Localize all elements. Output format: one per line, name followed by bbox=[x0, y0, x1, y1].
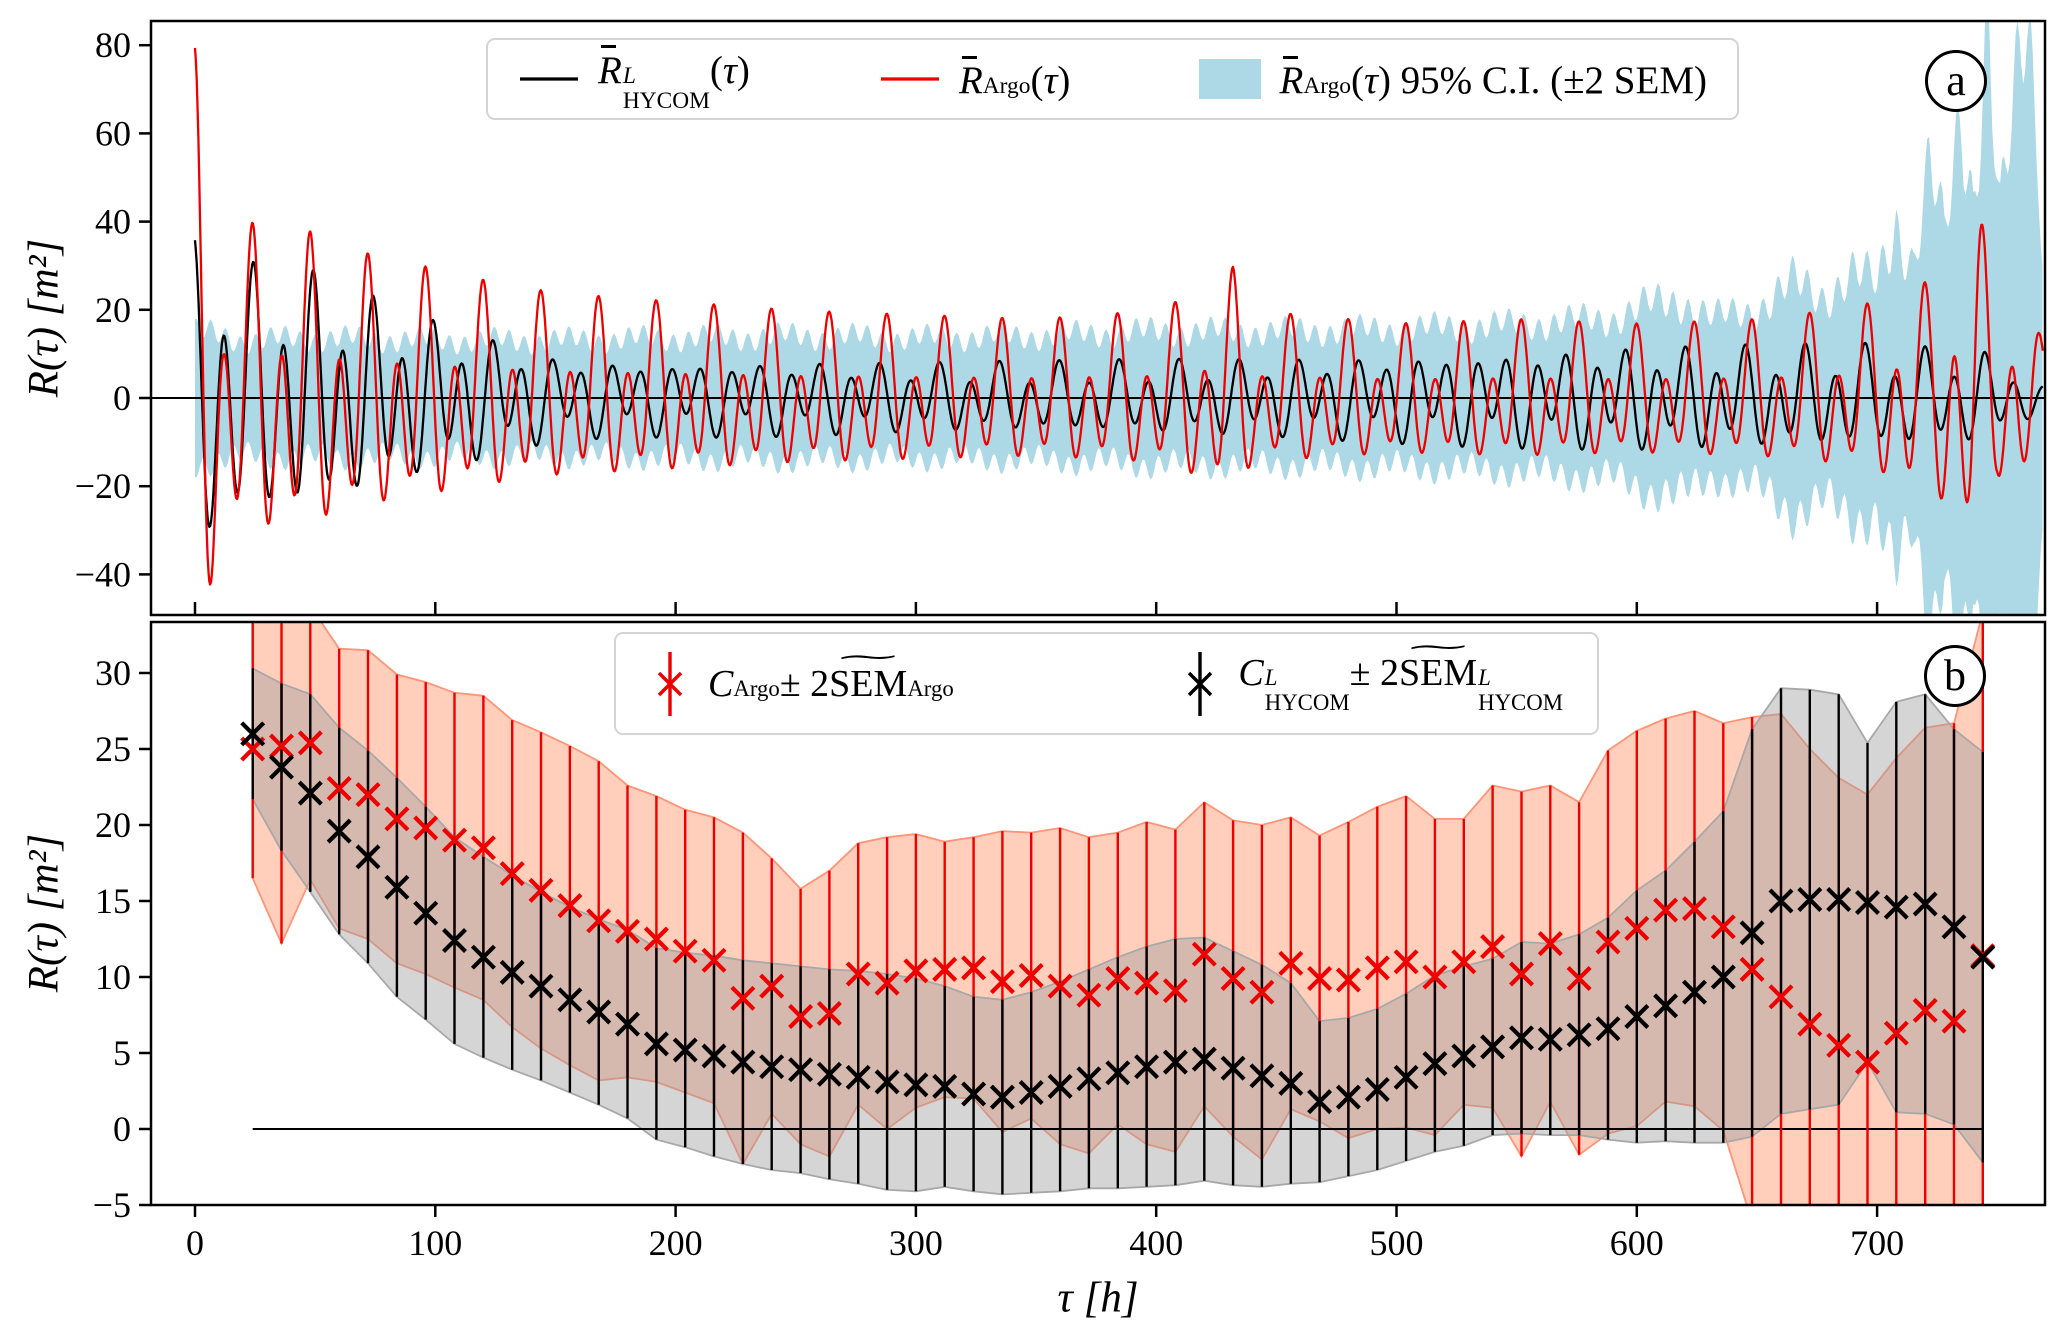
panel-a-argo-line bbox=[193, 47, 2044, 586]
panel-a-legend-item-1: R L HYCOM(τ) bbox=[518, 44, 750, 114]
panel-b-argo-markers bbox=[240, 730, 1996, 1075]
panel-a-ytick-label-80: 80 bbox=[95, 25, 131, 65]
legend-line-swatch bbox=[880, 77, 939, 81]
panel-b-xtick-label-200: 200 bbox=[649, 1223, 703, 1263]
panel-b-ytick-label-25: 25 bbox=[95, 729, 131, 769]
panel-b-xtick-label-0: 0 bbox=[186, 1223, 204, 1263]
panel-b-hycom-markers bbox=[240, 721, 1996, 1115]
panel-a-legend-item-3: R Argo(τ) 95% C.I. (±2 SEM) bbox=[1199, 55, 1707, 104]
legend-line-swatch bbox=[520, 77, 578, 81]
panel-b-plot-area bbox=[240, 622, 1996, 1205]
panel-b-tag: b bbox=[1924, 645, 1986, 707]
panel-b-ytick-label-5: 5 bbox=[113, 1033, 131, 1073]
panel-b-ytick-label-30: 30 bbox=[95, 653, 131, 693]
panel-a-plot-area bbox=[151, 21, 2045, 615]
panel-b-ytick-label-10: 10 bbox=[95, 957, 131, 997]
panel-b-xtick-label-500: 500 bbox=[1370, 1223, 1424, 1263]
panel-a-ytick-label-40: 40 bbox=[95, 202, 131, 242]
panel-a-ytick-label-20: 20 bbox=[95, 290, 131, 330]
panel-a-tag: a bbox=[1925, 50, 1987, 112]
legend-patch-swatch bbox=[1199, 58, 1262, 99]
panel-a-y-axis-label: R(τ) [m²] bbox=[20, 238, 68, 398]
legend-errorbar-swatch bbox=[1188, 651, 1213, 716]
panel-b-xtick-label-600: 600 bbox=[1610, 1223, 1664, 1263]
panel-b-xtick-label-300: 300 bbox=[889, 1223, 943, 1263]
panel-b-xtick-label-400: 400 bbox=[1129, 1223, 1183, 1263]
panel-a-spines bbox=[149, 19, 2047, 617]
panel-b-ytick-label-15: 15 bbox=[95, 881, 131, 921]
legend-math-label: R Argo(τ) bbox=[959, 55, 1070, 104]
panel-a-ci-band bbox=[195, 21, 2043, 615]
panel-b-xtick-label-700: 700 bbox=[1850, 1223, 1904, 1263]
legend-math-label: R Argo(τ) 95% C.I. (±2 SEM) bbox=[1279, 55, 1707, 104]
x-axis-label: τ [h] bbox=[1057, 1274, 1139, 1322]
panel-a-ytick-label-0: 0 bbox=[113, 378, 131, 418]
panel-b-xtick-label-100: 100 bbox=[408, 1223, 462, 1263]
panel-b-spines bbox=[149, 620, 2047, 1207]
panel-a-ytick-label-60: 60 bbox=[95, 113, 131, 153]
panel-a-legend: R L HYCOM(τ) R Argo(τ) R Argo(τ) 95% C.I. (±2 … bbox=[486, 38, 1739, 120]
panel-b-ytick-label-20: 20 bbox=[95, 805, 131, 845]
panel-a-hycom-line bbox=[193, 240, 2044, 528]
legend-math-label: R L HYCOM(τ) bbox=[598, 44, 750, 114]
legend-errorbar-swatch bbox=[657, 651, 683, 716]
panel-b-y-axis-label: R(τ) [m²] bbox=[20, 833, 68, 993]
panel-a-ytick-label--40: −40 bbox=[75, 554, 131, 594]
panel-b-ytick-label-0: 0 bbox=[113, 1109, 131, 1149]
panel-b-ytick-label--5: −5 bbox=[93, 1185, 131, 1225]
panel-a-legend-item-2: R Argo(τ) bbox=[879, 55, 1070, 104]
panel-a-ytick-label--20: −20 bbox=[75, 466, 131, 506]
